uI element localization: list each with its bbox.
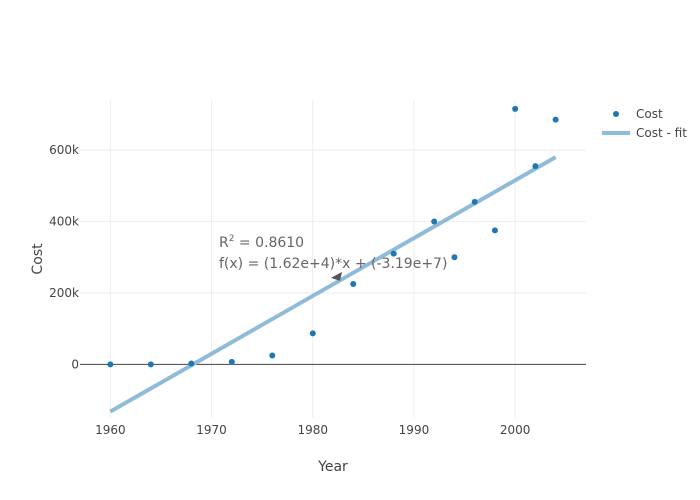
data-point[interactable]	[188, 360, 195, 367]
x-tick-label: 1970	[196, 423, 227, 437]
y-tick-label: 600k	[49, 143, 79, 157]
x-tick-label: 1980	[297, 423, 328, 437]
y-axis-title: Cost	[30, 243, 46, 275]
legend-label-fit: Cost - fit	[636, 126, 687, 140]
data-point[interactable]	[390, 250, 397, 257]
y-tick-label: 400k	[49, 214, 79, 228]
data-point[interactable]	[552, 116, 559, 123]
data-point[interactable]	[269, 352, 276, 359]
data-point[interactable]	[147, 361, 154, 368]
data-point[interactable]	[491, 227, 498, 234]
y-tick-label: 200k	[49, 286, 79, 300]
x-axis-title: Year	[317, 459, 348, 475]
legend-marker-cost	[613, 111, 619, 117]
annotation-equation: f(x) = (1.62e+4)*x + (-3.19e+7)	[219, 256, 447, 272]
data-point[interactable]	[309, 330, 316, 337]
annotation-arrowhead	[331, 271, 342, 281]
r2-value: = 0.8610	[234, 235, 304, 251]
y-tick-labels: 0 200k 400k 600k	[49, 143, 79, 371]
data-point[interactable]	[451, 254, 458, 261]
fit-annotation: R2 = 0.8610 f(x) = (1.62e+4)*x + (-3.19e…	[219, 234, 447, 281]
y-tick-label: 0	[71, 357, 79, 371]
data-point[interactable]	[107, 361, 114, 368]
fit-line-layer	[109, 155, 557, 414]
fit-line	[109, 155, 557, 414]
data-point[interactable]	[532, 163, 539, 170]
data-point[interactable]	[350, 281, 357, 288]
x-tick-labels: 1960 1970 1980 1990 2000	[95, 423, 530, 437]
x-tick-label: 1960	[95, 423, 126, 437]
grid-lines	[80, 100, 586, 418]
annotation-r2: R2 = 0.8610	[219, 234, 304, 251]
x-tick-label: 2000	[500, 423, 531, 437]
data-point[interactable]	[471, 198, 478, 205]
data-point[interactable]	[512, 105, 519, 112]
r2-superscript: 2	[229, 234, 235, 244]
legend[interactable]: Cost Cost - fit	[602, 107, 687, 140]
x-tick-label: 1990	[399, 423, 430, 437]
data-point[interactable]	[228, 358, 235, 365]
r2-prefix: R	[219, 235, 229, 251]
scatter-points	[107, 105, 559, 368]
data-point[interactable]	[431, 218, 438, 225]
legend-label-cost: Cost	[636, 107, 663, 121]
